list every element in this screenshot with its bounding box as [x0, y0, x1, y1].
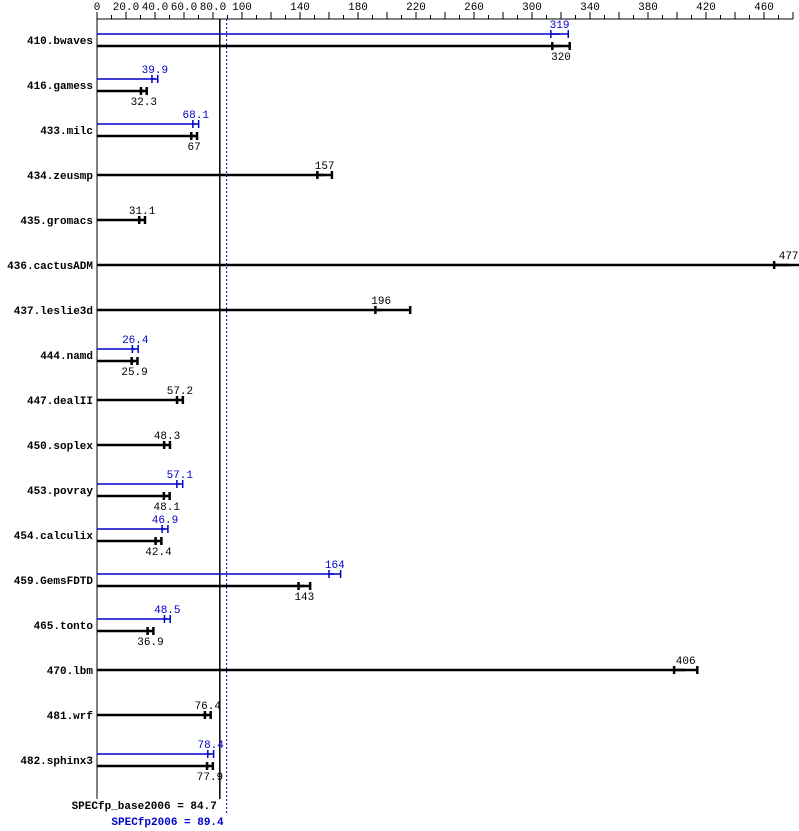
benchmark-label: 465.tonto [34, 621, 94, 633]
benchmark-label: 482.sphinx3 [20, 756, 93, 768]
benchmark-label: 433.milc [40, 126, 93, 138]
tick-label: 460 [754, 2, 774, 14]
tick-label: 300 [522, 2, 542, 14]
tick-label: 260 [464, 2, 484, 14]
peak-value: 39.9 [142, 65, 168, 77]
base-value: 77.9 [197, 772, 223, 784]
base-value: 57.2 [167, 386, 193, 398]
tick-label: 40.0 [142, 2, 168, 14]
benchmark-label: 450.soplex [27, 441, 93, 453]
peak-value: 78.4 [197, 740, 224, 752]
base-value: 76.4 [195, 701, 222, 713]
tick-label: 20.0 [113, 2, 139, 14]
benchmark-label: 454.calculix [14, 531, 94, 543]
base-value: 157 [315, 161, 335, 173]
benchmark-label: 444.namd [40, 351, 93, 363]
base-value: 143 [294, 592, 314, 604]
benchmark-label: 436.cactusADM [7, 261, 93, 273]
benchmark-label: 447.dealII [27, 396, 93, 408]
base-value: 48.3 [154, 431, 180, 443]
spec-benchmark-chart: 0 20.040.060.080.0 100 140 180 220 260 300 340 38… [0, 0, 799, 831]
base-value: 406 [676, 656, 696, 668]
tick-label: 60.0 [171, 2, 197, 14]
base-value: 36.9 [137, 637, 163, 649]
base-value: 67 [188, 142, 201, 154]
tick-label: 340 [580, 2, 600, 14]
tick-label: 80.0 [200, 2, 226, 14]
benchmark-label: 416.gamess [27, 81, 93, 93]
base-value: 32.3 [131, 97, 157, 109]
peak-value: 319 [550, 20, 570, 32]
benchmark-label: 434.zeusmp [27, 171, 93, 183]
base-value: 42.4 [145, 547, 172, 559]
base-value: 48.1 [154, 502, 181, 514]
benchmark-label: 470.lbm [47, 666, 94, 678]
peak-value: 48.5 [154, 605, 180, 617]
benchmark-label: 453.povray [27, 486, 93, 498]
summary-peak: SPECfp2006 = 89.4 [111, 817, 224, 829]
tick-label: 180 [348, 2, 368, 14]
base-value: 25.9 [121, 367, 147, 379]
peak-value: 164 [325, 560, 345, 572]
tick-label: 0 [94, 2, 101, 14]
peak-value: 46.9 [152, 515, 178, 527]
peak-value: 57.1 [167, 470, 194, 482]
tick-label: 420 [696, 2, 716, 14]
base-value: 196 [371, 296, 391, 308]
benchmark-label: 435.gromacs [20, 216, 93, 228]
peak-value: 26.4 [122, 335, 149, 347]
tick-label: 220 [406, 2, 426, 14]
base-value: 31.1 [129, 206, 156, 218]
benchmark-label: 410.bwaves [27, 36, 93, 48]
tick-label: 140 [290, 2, 310, 14]
summary-base: SPECfp_base2006 = 84.7 [72, 801, 217, 813]
base-value: 477 [779, 251, 799, 263]
peak-value: 68.1 [183, 110, 210, 122]
benchmark-label: 459.GemsFDTD [14, 576, 94, 588]
tick-label: 380 [638, 2, 658, 14]
tick-label: 100 [232, 2, 252, 14]
benchmark-label: 481.wrf [47, 711, 94, 723]
benchmark-label: 437.leslie3d [14, 306, 93, 318]
base-value: 320 [551, 52, 571, 64]
